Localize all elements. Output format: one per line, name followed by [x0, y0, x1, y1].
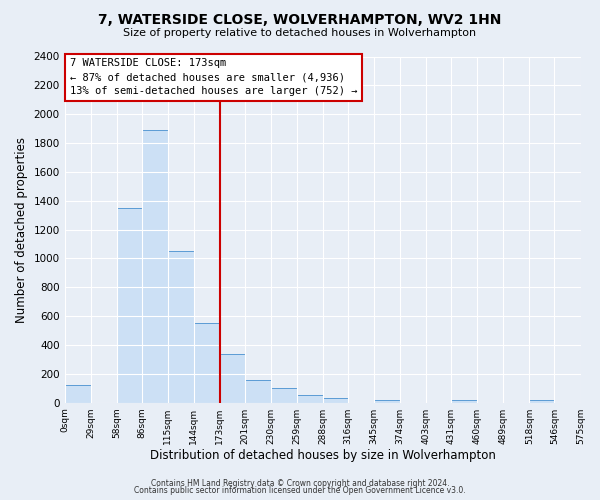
Bar	[297, 395, 323, 402]
Bar	[168, 251, 194, 402]
Bar	[65, 386, 91, 402]
Bar	[271, 388, 297, 402]
Bar	[529, 400, 554, 402]
Text: Contains HM Land Registry data © Crown copyright and database right 2024.: Contains HM Land Registry data © Crown c…	[151, 478, 449, 488]
Text: Size of property relative to detached houses in Wolverhampton: Size of property relative to detached ho…	[124, 28, 476, 38]
Bar	[142, 130, 168, 402]
Bar	[451, 400, 478, 402]
Bar	[245, 380, 271, 402]
Text: 7, WATERSIDE CLOSE, WOLVERHAMPTON, WV2 1HN: 7, WATERSIDE CLOSE, WOLVERHAMPTON, WV2 1…	[98, 12, 502, 26]
Bar	[194, 324, 220, 402]
X-axis label: Distribution of detached houses by size in Wolverhampton: Distribution of detached houses by size …	[149, 450, 496, 462]
Bar	[220, 354, 245, 403]
Bar	[323, 398, 348, 402]
Bar	[374, 400, 400, 402]
Bar	[116, 208, 142, 402]
Text: Contains public sector information licensed under the Open Government Licence v3: Contains public sector information licen…	[134, 486, 466, 495]
Text: 7 WATERSIDE CLOSE: 173sqm
← 87% of detached houses are smaller (4,936)
13% of se: 7 WATERSIDE CLOSE: 173sqm ← 87% of detac…	[70, 58, 358, 96]
Y-axis label: Number of detached properties: Number of detached properties	[15, 136, 28, 322]
